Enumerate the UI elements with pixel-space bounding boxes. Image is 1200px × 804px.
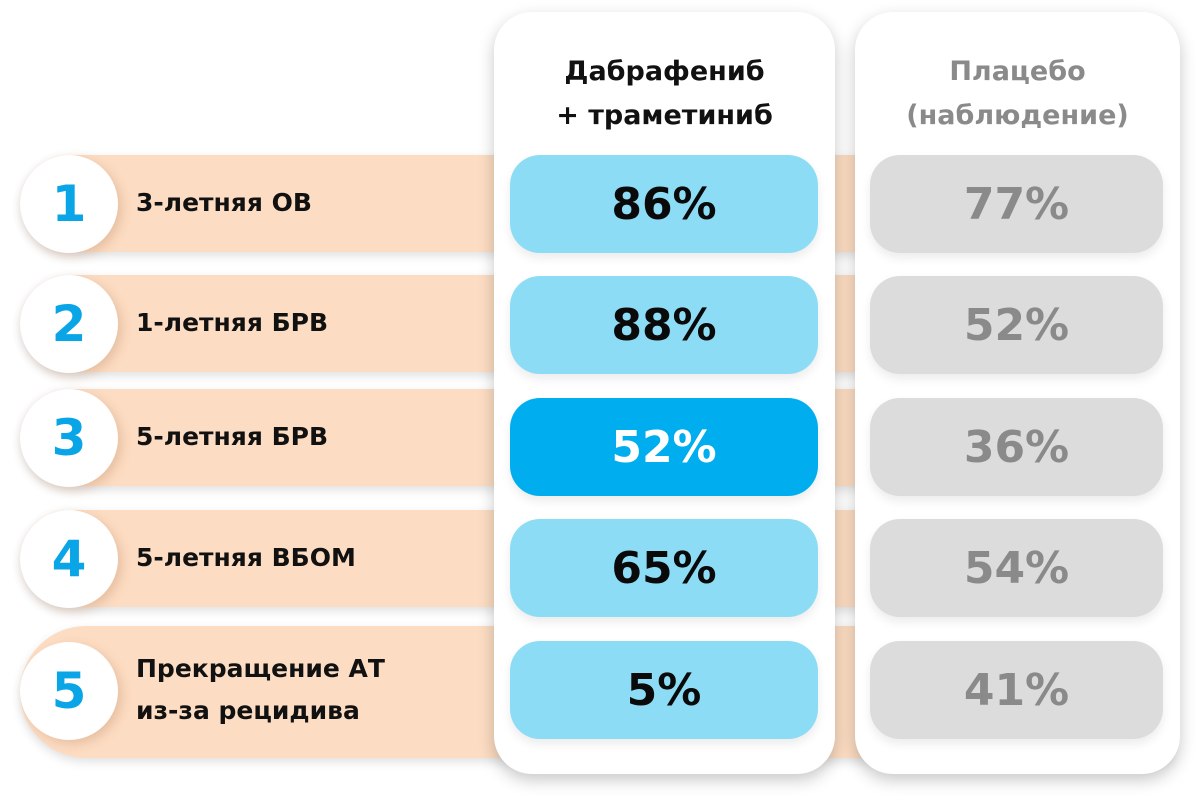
placebo-value-cell: 52% bbox=[870, 276, 1163, 374]
placebo-column-title: Плацебо (наблюдение) bbox=[855, 50, 1180, 138]
row-label: 5-летняя ВБОМ bbox=[136, 543, 356, 572]
placebo-value-cell: 36% bbox=[870, 398, 1163, 496]
row-number-badge: 4 bbox=[20, 510, 118, 608]
row-number-badge: 5 bbox=[20, 642, 118, 740]
treatment-value-cell: 88% bbox=[510, 276, 818, 374]
row-label: 3-летняя ОВ bbox=[136, 188, 312, 217]
row-label: Прекращение АТ bbox=[136, 654, 385, 683]
placebo-title-line2: (наблюдение) bbox=[906, 100, 1129, 131]
treatment-title-line2: + траметиниб bbox=[556, 100, 773, 131]
row-number-badge: 2 bbox=[20, 275, 118, 373]
placebo-value-cell: 54% bbox=[870, 519, 1163, 617]
treatment-title-line1: Дабрафениб bbox=[564, 56, 765, 87]
row-label: из-за рецидива bbox=[136, 696, 360, 725]
treatment-value-cell-highlighted: 52% bbox=[510, 398, 818, 496]
row-number-badge: 3 bbox=[20, 389, 118, 487]
placebo-title-line1: Плацебо bbox=[949, 56, 1086, 87]
row-label: 5-летняя БРВ bbox=[136, 422, 329, 451]
row-label: 1-летняя БРВ bbox=[136, 308, 329, 337]
treatment-column-title: Дабрафениб + траметиниб bbox=[494, 50, 835, 138]
treatment-value-cell: 86% bbox=[510, 155, 818, 253]
treatment-value-cell: 65% bbox=[510, 519, 818, 617]
placebo-value-cell: 41% bbox=[870, 641, 1163, 739]
placebo-value-cell: 77% bbox=[870, 155, 1163, 253]
treatment-value-cell: 5% bbox=[510, 641, 818, 739]
row-number-badge: 1 bbox=[20, 155, 118, 253]
